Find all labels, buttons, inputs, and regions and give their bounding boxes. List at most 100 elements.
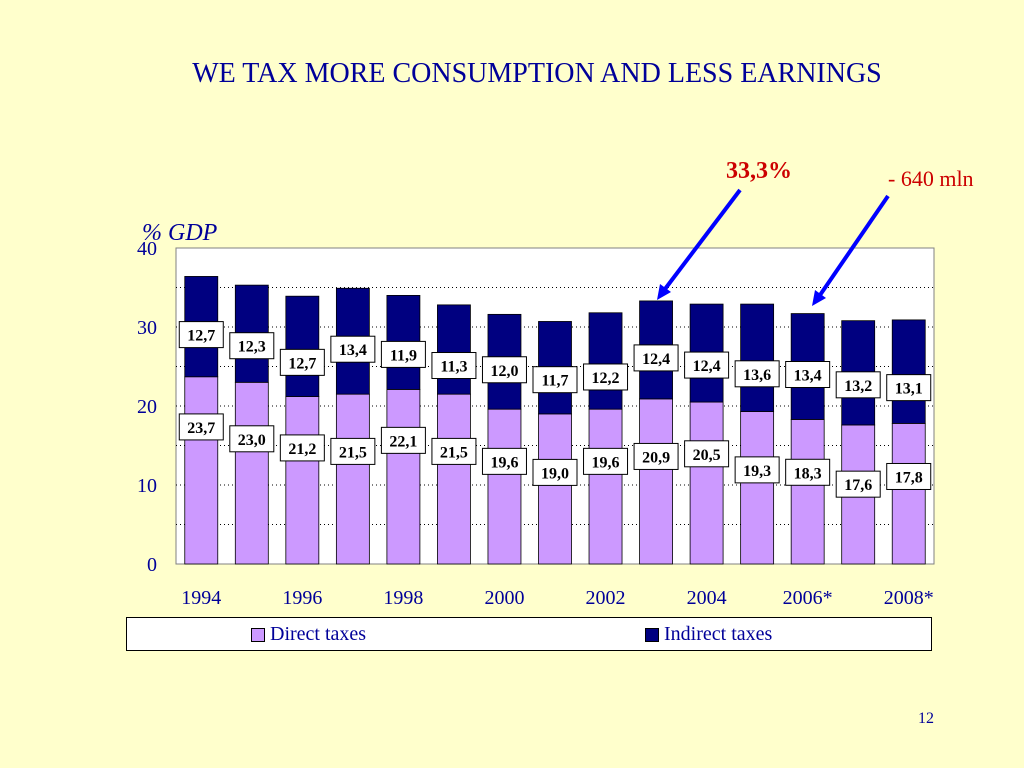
data-label-indirect: 12,0: [490, 363, 518, 380]
data-label-direct: 19,6: [592, 454, 620, 471]
data-label-indirect-box: [380, 340, 426, 368]
bar-direct: [639, 398, 673, 565]
data-label-indirect: 12,4: [693, 358, 721, 375]
data-label-direct: 18,3: [794, 465, 822, 482]
bar-indirect: [285, 295, 320, 397]
y-tick-label: 40: [137, 238, 157, 260]
bar-direct: [437, 393, 471, 565]
bar-direct: [790, 419, 825, 565]
data-label-direct: 21,5: [440, 444, 468, 461]
data-label-direct-box: [330, 437, 376, 465]
page-number: 12: [918, 710, 934, 727]
legend-swatch-indirect: [645, 627, 659, 642]
data-label-indirect: 13,4: [794, 368, 822, 385]
y-axis-label: % GDP: [142, 220, 218, 246]
data-label-indirect-box: [481, 356, 527, 384]
data-label-direct: 20,9: [642, 449, 670, 466]
bar-indirect: [437, 304, 471, 395]
y-tick-label: 20: [137, 396, 157, 418]
data-label-direct: 23,0: [238, 432, 266, 449]
bar-direct: [487, 408, 522, 565]
bar-indirect: [740, 303, 775, 412]
data-label-direct: 23,7: [187, 420, 215, 437]
data-label-indirect-box: [886, 374, 932, 402]
bar-direct: [588, 408, 623, 565]
data-label-direct-box: [785, 458, 831, 486]
data-label-indirect-box: [532, 366, 578, 394]
data-label-indirect: 11,9: [390, 347, 417, 364]
chart-legend: Direct taxes Indirect taxes: [126, 617, 932, 651]
data-label-direct: 19,6: [490, 454, 518, 471]
y-tick-label: 30: [137, 317, 157, 339]
data-label-direct-box: [178, 413, 224, 441]
data-label-indirect: 11,7: [541, 373, 568, 390]
data-label-indirect: 12,7: [187, 328, 215, 345]
data-label-direct: 22,1: [389, 433, 417, 450]
data-label-indirect-box: [431, 352, 477, 380]
data-label-indirect: 12,2: [592, 370, 620, 387]
bar-direct: [234, 381, 269, 565]
x-tick-label: 2004: [687, 587, 727, 609]
x-tick-label: 2006*: [783, 587, 833, 609]
x-tick-label: 1996: [282, 587, 322, 609]
y-tick-label: 0: [147, 554, 157, 576]
data-label-direct-box: [583, 447, 629, 475]
data-label-direct-box: [633, 442, 679, 470]
data-label-indirect: 12,4: [642, 351, 670, 368]
bar-direct: [689, 401, 724, 565]
data-label-indirect-box: [279, 348, 325, 376]
annotation-percent: 33,3%: [726, 158, 792, 184]
data-label-indirect: 13,2: [844, 378, 872, 395]
x-tick-label: 1994: [181, 587, 221, 609]
data-label-indirect-box: [785, 361, 831, 388]
data-label-indirect: 12,7: [288, 355, 316, 372]
data-label-indirect-box: [734, 360, 780, 388]
x-tick-label: 1998: [383, 587, 423, 609]
legend-swatch-direct: [251, 627, 265, 642]
bar-indirect: [588, 312, 623, 410]
data-label-indirect: 13,4: [339, 342, 367, 359]
data-label-direct: 21,2: [288, 441, 316, 458]
data-label-direct: 20,5: [693, 447, 721, 464]
bar-direct: [740, 411, 775, 565]
bar-direct: [386, 389, 421, 565]
legend-item-direct: Direct taxes: [251, 623, 366, 646]
data-label-indirect-box: [583, 363, 629, 391]
data-label-indirect: 13,6: [743, 367, 771, 384]
data-label-indirect: 11,3: [440, 359, 467, 376]
data-label-indirect-box: [835, 371, 881, 399]
annotation-arrow-percent: [660, 188, 742, 295]
data-label-direct: 19,3: [743, 463, 771, 480]
data-label-direct-box: [532, 458, 578, 486]
annotation-amount: - 640 mln: [888, 166, 974, 191]
data-label-direct-box: [684, 440, 730, 468]
data-label-direct-box: [380, 426, 426, 454]
legend-label-direct: Direct taxes: [270, 623, 367, 645]
x-tick-label: 2008*: [884, 587, 934, 609]
data-label-direct-box: [431, 437, 477, 465]
x-tick-label: 2000: [484, 587, 524, 609]
bar-indirect: [891, 319, 926, 424]
data-label-indirect-box: [330, 335, 376, 363]
slide-title: WE TAX MORE CONSUMPTION AND LESS EARNING…: [192, 58, 882, 89]
data-label-direct: 21,5: [339, 444, 367, 461]
legend-item-indirect: Indirect taxes: [645, 623, 772, 646]
annotation-arrowhead-amount: [812, 290, 826, 306]
data-label-direct-box: [229, 425, 275, 453]
bar-direct: [335, 393, 370, 565]
data-label-direct-box: [279, 434, 325, 462]
annotation-arrow-amount: [816, 194, 890, 300]
data-label-direct-box: [886, 462, 932, 490]
bar-direct: [891, 422, 926, 565]
bar-direct: [538, 413, 572, 565]
bar-direct: [285, 396, 320, 565]
data-label-direct: 17,8: [895, 469, 923, 486]
annotation-arrowhead-percent: [657, 284, 671, 300]
data-label-direct: 19,0: [541, 465, 569, 482]
data-label-indirect-box: [633, 344, 679, 372]
data-label-indirect-box: [178, 321, 224, 349]
x-tick-label: 2002: [586, 587, 626, 609]
legend-label-indirect: Indirect taxes: [664, 623, 773, 645]
data-label-indirect-box: [229, 332, 275, 360]
